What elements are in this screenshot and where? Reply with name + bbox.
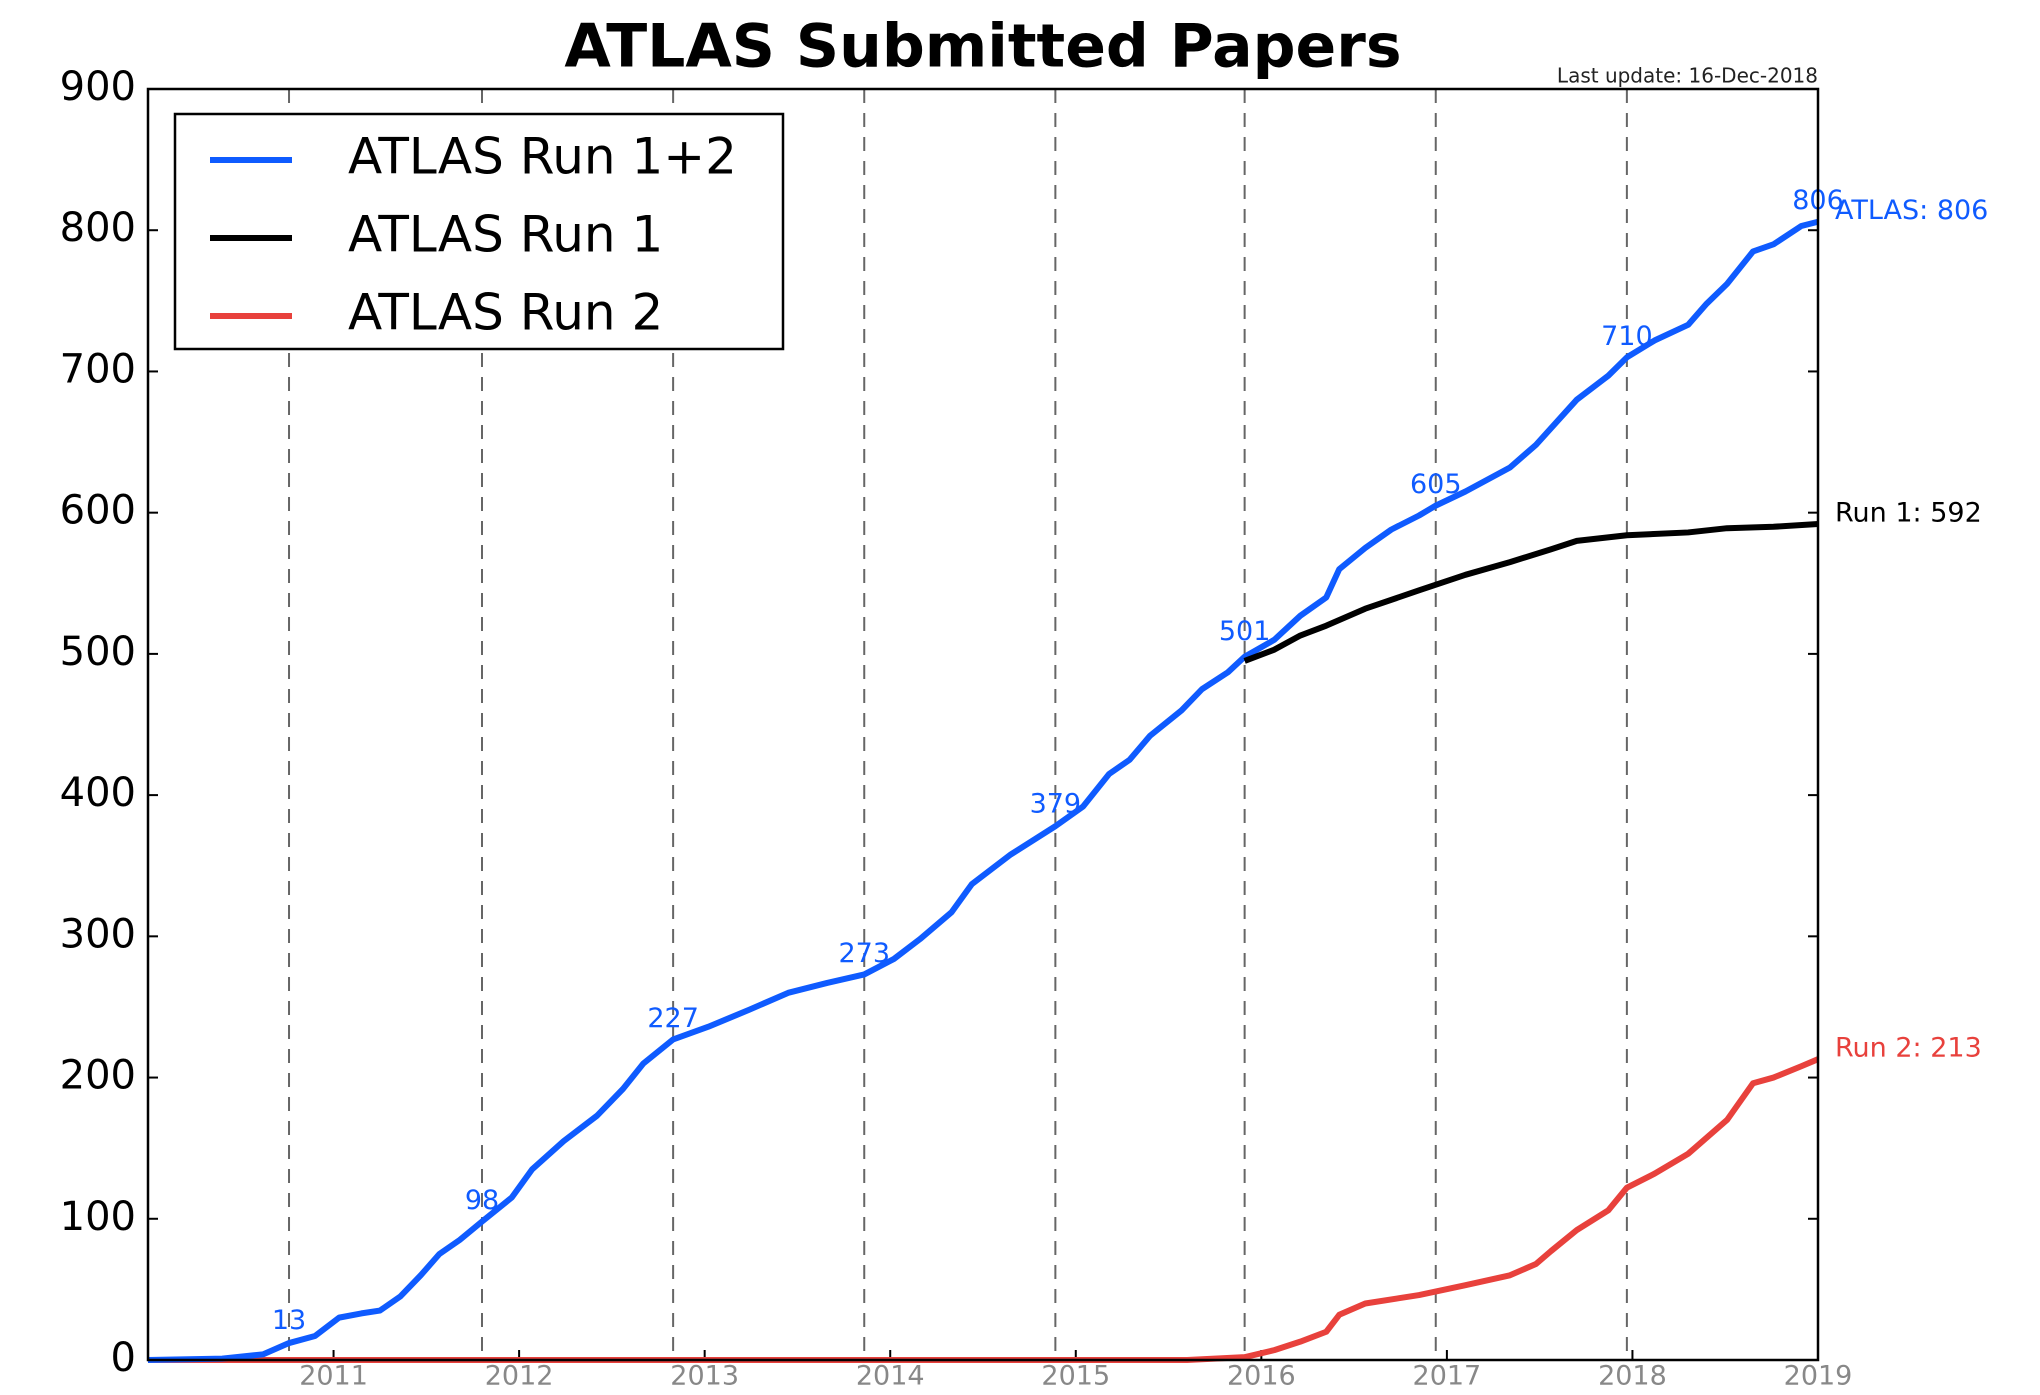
milestone-label: 273 (838, 938, 890, 969)
x-tick-label: 2014 (856, 1361, 925, 1392)
milestone-label: 227 (647, 1003, 699, 1034)
x-tick-label: 2017 (1413, 1361, 1482, 1392)
series-line (148, 1056, 1820, 1363)
milestone-label: 605 (1410, 469, 1462, 500)
y-tick-label: 300 (60, 911, 136, 957)
x-tick-label: 2019 (1784, 1361, 1853, 1392)
y-tick-label: 500 (60, 629, 136, 675)
chart-title: ATLAS Submitted Papers (564, 12, 1401, 82)
y-tick-label: 100 (60, 1194, 136, 1240)
milestone-label: 379 (1030, 788, 1082, 819)
y-tick-label: 200 (60, 1053, 136, 1099)
legend-label: ATLAS Run 1 (348, 206, 663, 264)
x-tick-label: 2016 (1227, 1361, 1296, 1392)
x-tick-label: 2012 (485, 1361, 554, 1392)
milestone-label: 710 (1601, 321, 1653, 352)
legend-label: ATLAS Run 1+2 (348, 128, 737, 186)
end-label: Run 2: 213 (1835, 1033, 1982, 1064)
series-line (1243, 520, 1819, 664)
chart-subtitle: Last update: 16-Dec-2018 (1557, 64, 1818, 88)
y-tick-label: 600 (60, 488, 136, 534)
milestone-label: 501 (1219, 616, 1271, 647)
y-tick-label: 700 (60, 346, 136, 392)
plot-frame (146, 87, 1820, 1362)
end-label: ATLAS: 806 (1835, 195, 1988, 226)
y-tick-label: 400 (60, 770, 136, 816)
series-line (147, 218, 1819, 1363)
legend-box (173, 112, 785, 351)
y-tick-label: 800 (60, 205, 136, 251)
y-tick-label: 900 (60, 64, 136, 110)
end-label: Run 1: 592 (1835, 497, 1982, 528)
y-tick-label: 0 (111, 1335, 136, 1381)
legend-label: ATLAS Run 2 (348, 284, 663, 342)
x-tick-label: 2011 (299, 1361, 368, 1392)
x-tick-label: 2015 (1041, 1361, 1110, 1392)
milestone-label: 13 (272, 1305, 306, 1336)
x-tick-label: 2013 (670, 1361, 739, 1392)
x-tick-label: 2018 (1598, 1361, 1667, 1392)
milestone-label: 98 (465, 1185, 499, 1216)
